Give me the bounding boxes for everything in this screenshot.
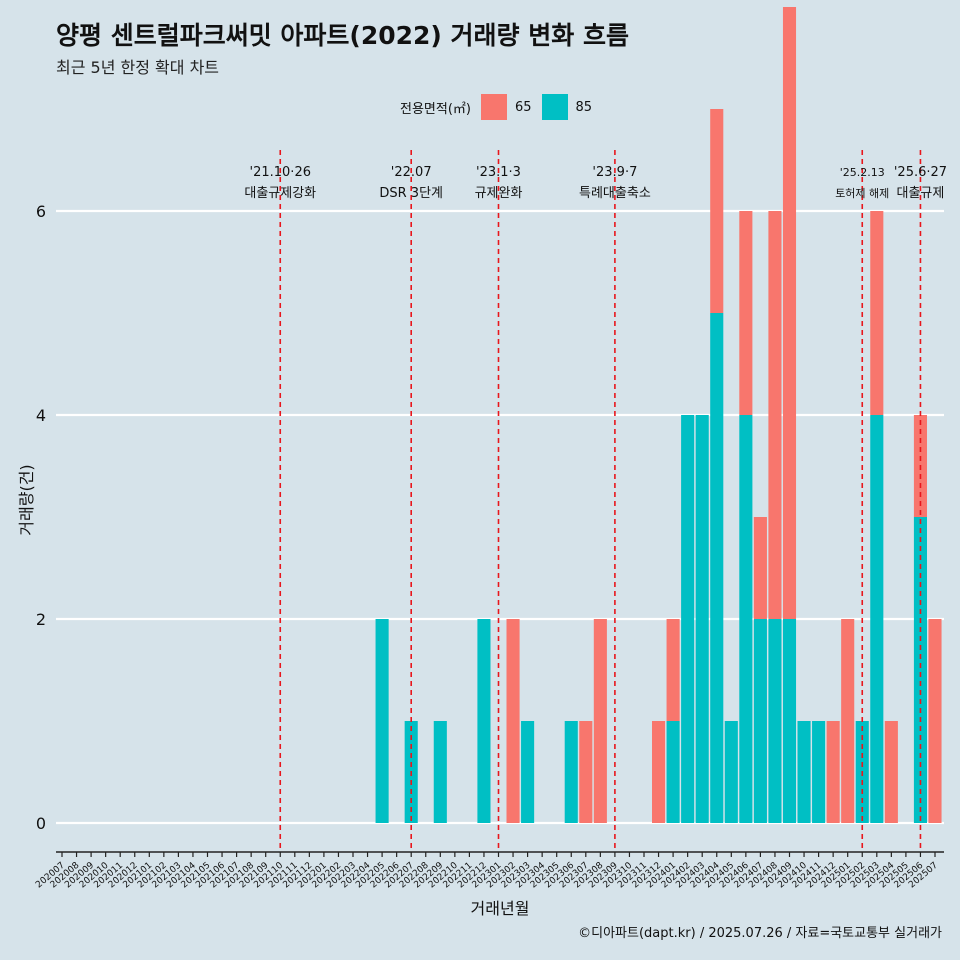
bar-85 [797,721,811,823]
annotation-date: '23.1·3 [476,165,521,180]
legend-title: 전용면적(㎡) [400,101,471,117]
annotation-date: '25.6·27 [894,165,947,180]
x-axis-label: 거래년월 [471,899,530,918]
bar-85 [681,415,695,823]
bar-85 [375,619,389,823]
y-axis-label: 거래량(건) [17,464,36,535]
chart-title: 양평 센트럴파크써밋 아파트(2022) 거래량 변화 흐름 [56,21,629,50]
bar-65 [928,619,942,823]
y-tick-label: 4 [36,406,46,425]
bar-85 [695,415,709,823]
annotation-date: '23.9·7 [592,165,637,180]
bar-65 [884,721,898,823]
bar-65 [768,211,782,619]
bar-85 [724,721,738,823]
annotation-date: '22.07 [391,165,432,180]
bar-65 [782,7,797,619]
y-tick-label: 0 [36,814,46,833]
legend-label-85: 85 [575,99,593,115]
annotation-label: 대출규제강화 [244,186,316,201]
bar-65 [710,109,724,313]
y-tick-label: 6 [36,202,46,221]
bar-85 [870,415,884,823]
annotation-label: 규제완화 [475,186,523,201]
bar-85 [782,619,797,823]
annotation-label: 특례대출축소 [579,186,651,201]
bar-65 [870,211,884,415]
bar-85 [477,619,491,823]
bar-65 [666,619,680,721]
annotation-label: 토허제 해제 [835,186,889,200]
bar-65 [652,721,666,823]
legend-swatch-85 [541,94,568,120]
bar-65 [593,619,607,823]
chart-subtitle: 최근 5년 한정 확대 차트 [56,58,220,77]
bar-85 [739,415,753,823]
bar-65 [841,619,855,823]
bar-85 [753,619,767,823]
caption: ©디아파트(dapt.kr) / 2025.07.26 / 자료=국토교통부 실… [578,926,942,941]
legend-label-65: 65 [514,99,532,115]
bar-65 [753,517,767,619]
bar-85 [666,721,680,823]
annotation-date: '21.10·26 [250,165,311,180]
bar-65 [579,721,593,823]
bar-65 [826,721,840,823]
bar-85 [521,721,535,823]
legend-swatch-65 [480,94,507,120]
y-tick-label: 2 [36,610,46,629]
bar-85 [564,721,578,823]
annotation-label: DSR 3단계 [379,186,443,201]
bar-65 [506,619,520,823]
bar-85 [768,619,782,823]
annotation-label: 대출규제 [897,186,945,201]
bar-85 [433,721,447,823]
bar-85 [913,517,927,823]
bar-65 [739,211,753,415]
annotation-date: '25.2.13 [840,166,885,179]
legend: 전용면적(㎡) 65 85 [400,93,592,121]
bar-85 [710,313,724,823]
bar-85 [812,721,826,823]
